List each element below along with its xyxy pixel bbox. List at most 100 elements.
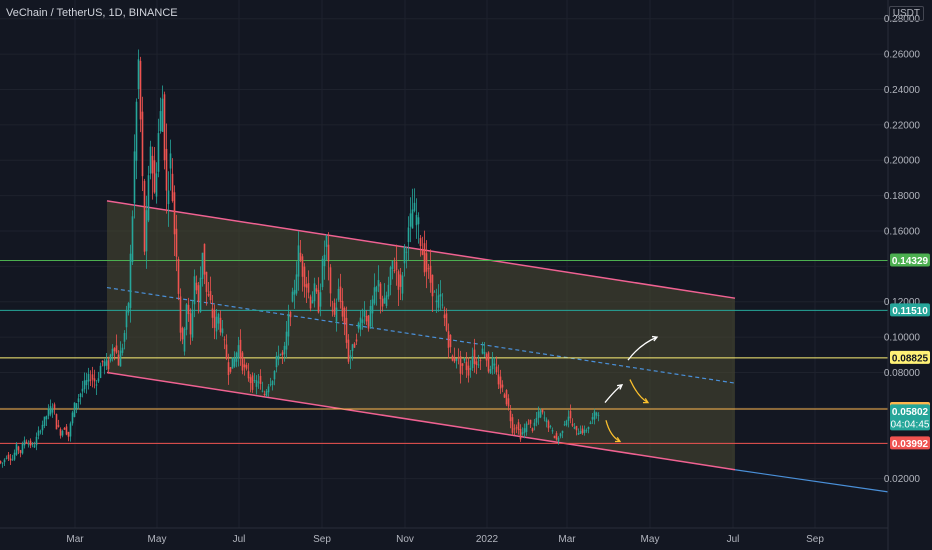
candle (451, 354, 454, 362)
candle-body (541, 409, 544, 413)
channel-lower-line (106, 371, 736, 471)
candle (579, 425, 582, 434)
candle-body (13, 452, 16, 460)
candle (463, 357, 466, 364)
candle-body (309, 296, 312, 309)
candle-body (53, 404, 56, 409)
candle-body (173, 192, 176, 235)
candle (143, 178, 146, 256)
candle-body (483, 351, 486, 355)
candle (139, 56, 142, 133)
candle (429, 249, 432, 293)
candle-body (73, 402, 76, 417)
candle (423, 230, 426, 277)
candle-body (289, 311, 292, 318)
candle (567, 410, 570, 428)
x-tick-label: Jul (727, 534, 740, 545)
candle-body (383, 297, 386, 304)
currency-badge[interactable]: USDT (888, 6, 924, 21)
candle-body (131, 216, 134, 263)
candle-body (415, 214, 418, 226)
symbol-title[interactable]: VeChain / TetherUS, 1D, BINANCE (6, 7, 178, 19)
x-tick-label: Jul (233, 534, 246, 545)
candle-body (351, 344, 354, 352)
candle-body (363, 310, 366, 317)
candle-body (467, 365, 470, 376)
candle-body (509, 410, 512, 422)
candle-body (165, 148, 168, 191)
candle (507, 394, 510, 411)
candle (85, 372, 88, 394)
candle (345, 306, 348, 349)
candle (407, 216, 410, 261)
scenario-arrow (629, 379, 650, 404)
candle-body (29, 440, 32, 446)
candle (485, 352, 488, 367)
candle (177, 256, 180, 301)
candle-body (323, 254, 326, 267)
candle (81, 380, 84, 398)
candle-body (45, 416, 48, 420)
candle (589, 420, 592, 425)
y-tick-label: 0.16000 (884, 226, 921, 237)
candle (239, 329, 242, 366)
candle (125, 305, 128, 340)
candle-body (117, 354, 120, 366)
scenario-arrow (605, 420, 622, 443)
candle (357, 321, 360, 333)
candle-body (257, 381, 260, 383)
candle (149, 140, 152, 180)
candle-body (295, 274, 298, 294)
candle (557, 435, 560, 445)
candle (459, 350, 462, 384)
candle-body (527, 423, 530, 425)
candle (461, 363, 464, 375)
candle-body (583, 429, 586, 433)
candle-body (215, 316, 218, 332)
candle (373, 273, 376, 306)
candle (45, 415, 48, 426)
candle (77, 393, 80, 410)
candle-body (435, 300, 438, 303)
candle (411, 188, 414, 229)
candle (21, 441, 24, 455)
candle (391, 260, 394, 280)
candle-body (341, 300, 344, 317)
candle (73, 402, 76, 418)
candle-body (253, 380, 256, 382)
candle (237, 336, 240, 367)
candle (483, 341, 486, 358)
candle-body (357, 322, 360, 329)
candle (61, 429, 64, 438)
candle-body (463, 358, 466, 361)
candle-body (123, 332, 126, 342)
candle (281, 350, 284, 365)
candle-body (365, 315, 368, 322)
candle (3, 458, 6, 466)
candle (115, 334, 118, 354)
candle (217, 312, 220, 330)
candle (453, 347, 456, 364)
candle (47, 404, 50, 420)
candle-body (587, 426, 590, 430)
candle (183, 326, 186, 356)
candle (315, 284, 318, 294)
candle-body (375, 286, 378, 292)
y-tick-label: 0.08000 (884, 368, 921, 379)
candle-body (557, 437, 560, 442)
candle-body (41, 424, 44, 431)
candle (585, 428, 588, 433)
candle (489, 365, 492, 375)
candle (7, 452, 10, 461)
candle-body (319, 292, 322, 307)
candle-body (361, 319, 364, 323)
candle (555, 431, 558, 441)
scenario-arrow-path (627, 336, 658, 361)
candle-body (21, 443, 24, 454)
candle (207, 281, 210, 297)
candle (529, 419, 532, 429)
candle-body (495, 366, 498, 373)
candle-body (497, 374, 500, 385)
candle (447, 323, 450, 359)
